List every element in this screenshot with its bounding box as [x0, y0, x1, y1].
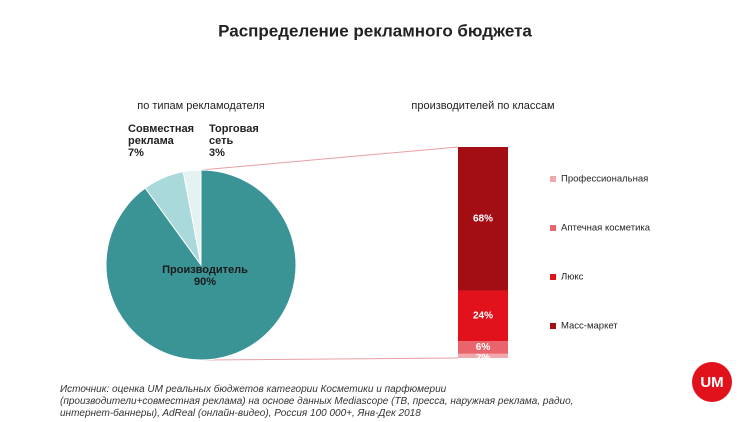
pie-slice	[105, 169, 297, 361]
legend-swatch	[550, 323, 556, 329]
pie-subtitle: по типам рекламодателя	[137, 100, 265, 112]
bar-subtitle: производителей по классам	[411, 100, 554, 112]
logo-circle	[692, 362, 732, 402]
pie-label: Совместная	[128, 123, 194, 135]
pie-label: Производитель	[162, 264, 248, 276]
pie-label: реклама	[128, 135, 175, 147]
bar-value-label: 6%	[476, 342, 491, 353]
connector	[200, 146, 459, 171]
bar-segment	[458, 341, 508, 354]
legend-swatch	[550, 176, 556, 182]
connector	[200, 357, 459, 361]
source-note: Источник: оценка UM реальных бюджетов ка…	[60, 384, 574, 419]
pie-value-label: 7%	[128, 147, 144, 159]
bar-segment	[458, 290, 508, 342]
pie-label: сеть	[209, 135, 233, 147]
bar-value-label: 24%	[473, 310, 493, 321]
legend-label: Масс-маркет	[561, 321, 618, 332]
legend-label: Профессиональная	[561, 174, 648, 185]
legend-label: Люкс	[561, 272, 584, 283]
pie-label: Торговая	[209, 123, 259, 135]
bar-value-label: 2%	[476, 353, 491, 364]
pie-value-label: 3%	[209, 147, 225, 159]
logo: UM	[700, 374, 723, 391]
legend-swatch	[550, 274, 556, 280]
chart-title: Распределение рекламного бюджета	[218, 21, 532, 40]
pie-label: Производитель	[162, 264, 248, 276]
bar-segment	[458, 147, 508, 291]
legend-label: Аптечная косметика	[561, 223, 651, 234]
pie-label: Совместная реклама	[128, 123, 194, 147]
bar-value-label: 68%	[473, 213, 493, 224]
legend-swatch	[550, 225, 556, 231]
bar-segment	[458, 353, 508, 358]
pie-label: Торговая сеть	[209, 123, 259, 147]
pie-value-label: 90%	[194, 276, 216, 288]
